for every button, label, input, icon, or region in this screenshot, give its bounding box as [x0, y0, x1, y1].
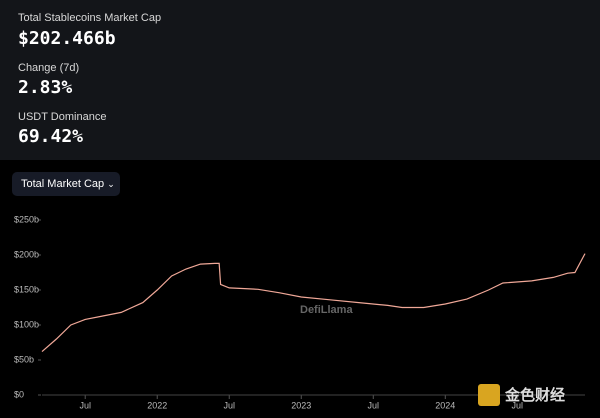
- x-tick-label: Jul: [368, 400, 380, 410]
- logo-icon: [478, 384, 500, 406]
- stat-value: $202.466b: [18, 28, 116, 49]
- stat-value: 69.42%: [18, 126, 84, 147]
- y-tick-label: $150b: [14, 284, 39, 294]
- x-tick-label: Jul: [512, 400, 524, 410]
- corner-logo: 金色财经: [504, 386, 565, 404]
- dropdown-label: Total Market Cap: [21, 178, 105, 190]
- line: [41, 253, 586, 353]
- stat-label: USDT Dominance: [18, 111, 107, 123]
- y-tick-label: $250b: [14, 214, 39, 224]
- x-tick-label: 2023: [291, 400, 311, 410]
- watermark: DefiLlama: [300, 304, 353, 316]
- x-tick-label: Jul: [79, 400, 91, 410]
- x-tick-label: Jul: [223, 400, 235, 410]
- stat-label: Change (7d): [18, 62, 80, 74]
- y-tick-label: $200b: [14, 249, 39, 259]
- y-tick-label: $100b: [14, 319, 39, 329]
- x-tick-label: 2024: [435, 400, 455, 410]
- x-tick-label: 2022: [147, 400, 167, 410]
- y-tick-label: $50b: [14, 354, 34, 364]
- stat-label: Total Stablecoins Market Cap: [18, 12, 162, 24]
- stat-value: 2.83%: [18, 77, 73, 98]
- y-tick-label: $0: [14, 389, 24, 399]
- stats-panel: Total Stablecoins Market Cap $202.466b C…: [0, 0, 600, 160]
- dropdown[interactable]: Total Market Cap ⌄: [12, 172, 120, 196]
